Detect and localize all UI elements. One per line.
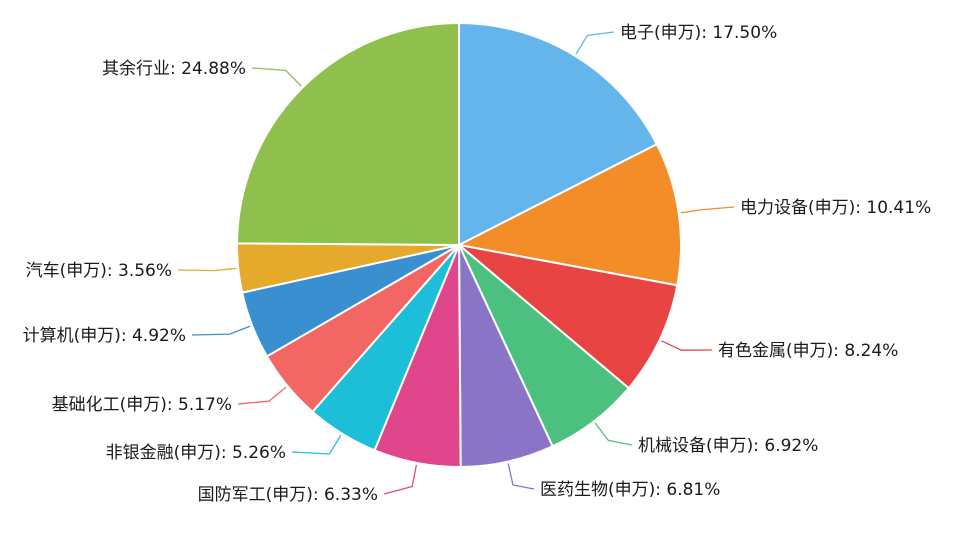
slice-label: 基础化工(申万): 5.17% xyxy=(52,395,232,415)
label-leader-line xyxy=(575,31,615,55)
label-leader-line xyxy=(191,325,251,336)
slice-label: 医药生物(申万): 6.81% xyxy=(540,480,720,500)
pie-slice xyxy=(455,243,679,390)
slice-label: 其余行业: 24.88% xyxy=(102,59,246,79)
label-leader-line xyxy=(177,267,237,272)
pie-slice xyxy=(236,21,460,247)
pie-label-leaders xyxy=(177,31,735,495)
slice-label: 国防军工(申万): 6.33% xyxy=(198,485,378,505)
slice-label: 汽车(申万): 3.56% xyxy=(26,261,172,281)
slice-label: 机械设备(申万): 6.92% xyxy=(638,436,818,456)
slice-label: 电力设备(申万): 10.41% xyxy=(740,198,931,218)
label-leader-line xyxy=(507,463,535,490)
label-leader-line xyxy=(594,422,633,446)
pie-slices xyxy=(236,21,682,468)
label-leader-line xyxy=(661,340,713,351)
label-leader-line xyxy=(251,67,302,87)
slice-label: 计算机(申万): 4.92% xyxy=(23,326,186,346)
label-leader-line xyxy=(291,434,342,455)
label-leader-line xyxy=(237,386,287,405)
slice-label: 电子(申万): 17.50% xyxy=(620,23,777,43)
label-leader-line xyxy=(383,464,418,495)
slice-label: 有色金属(申万): 8.24% xyxy=(718,341,898,361)
slice-label: 非银金融(申万): 5.26% xyxy=(106,443,286,463)
pie-labels: 电子(申万): 17.50% 电力设备(申万): 10.41% 有色金属(申万): … xyxy=(23,23,932,505)
label-leader-line xyxy=(680,206,735,214)
pie-slice xyxy=(455,142,682,287)
pie-slice xyxy=(458,21,659,247)
